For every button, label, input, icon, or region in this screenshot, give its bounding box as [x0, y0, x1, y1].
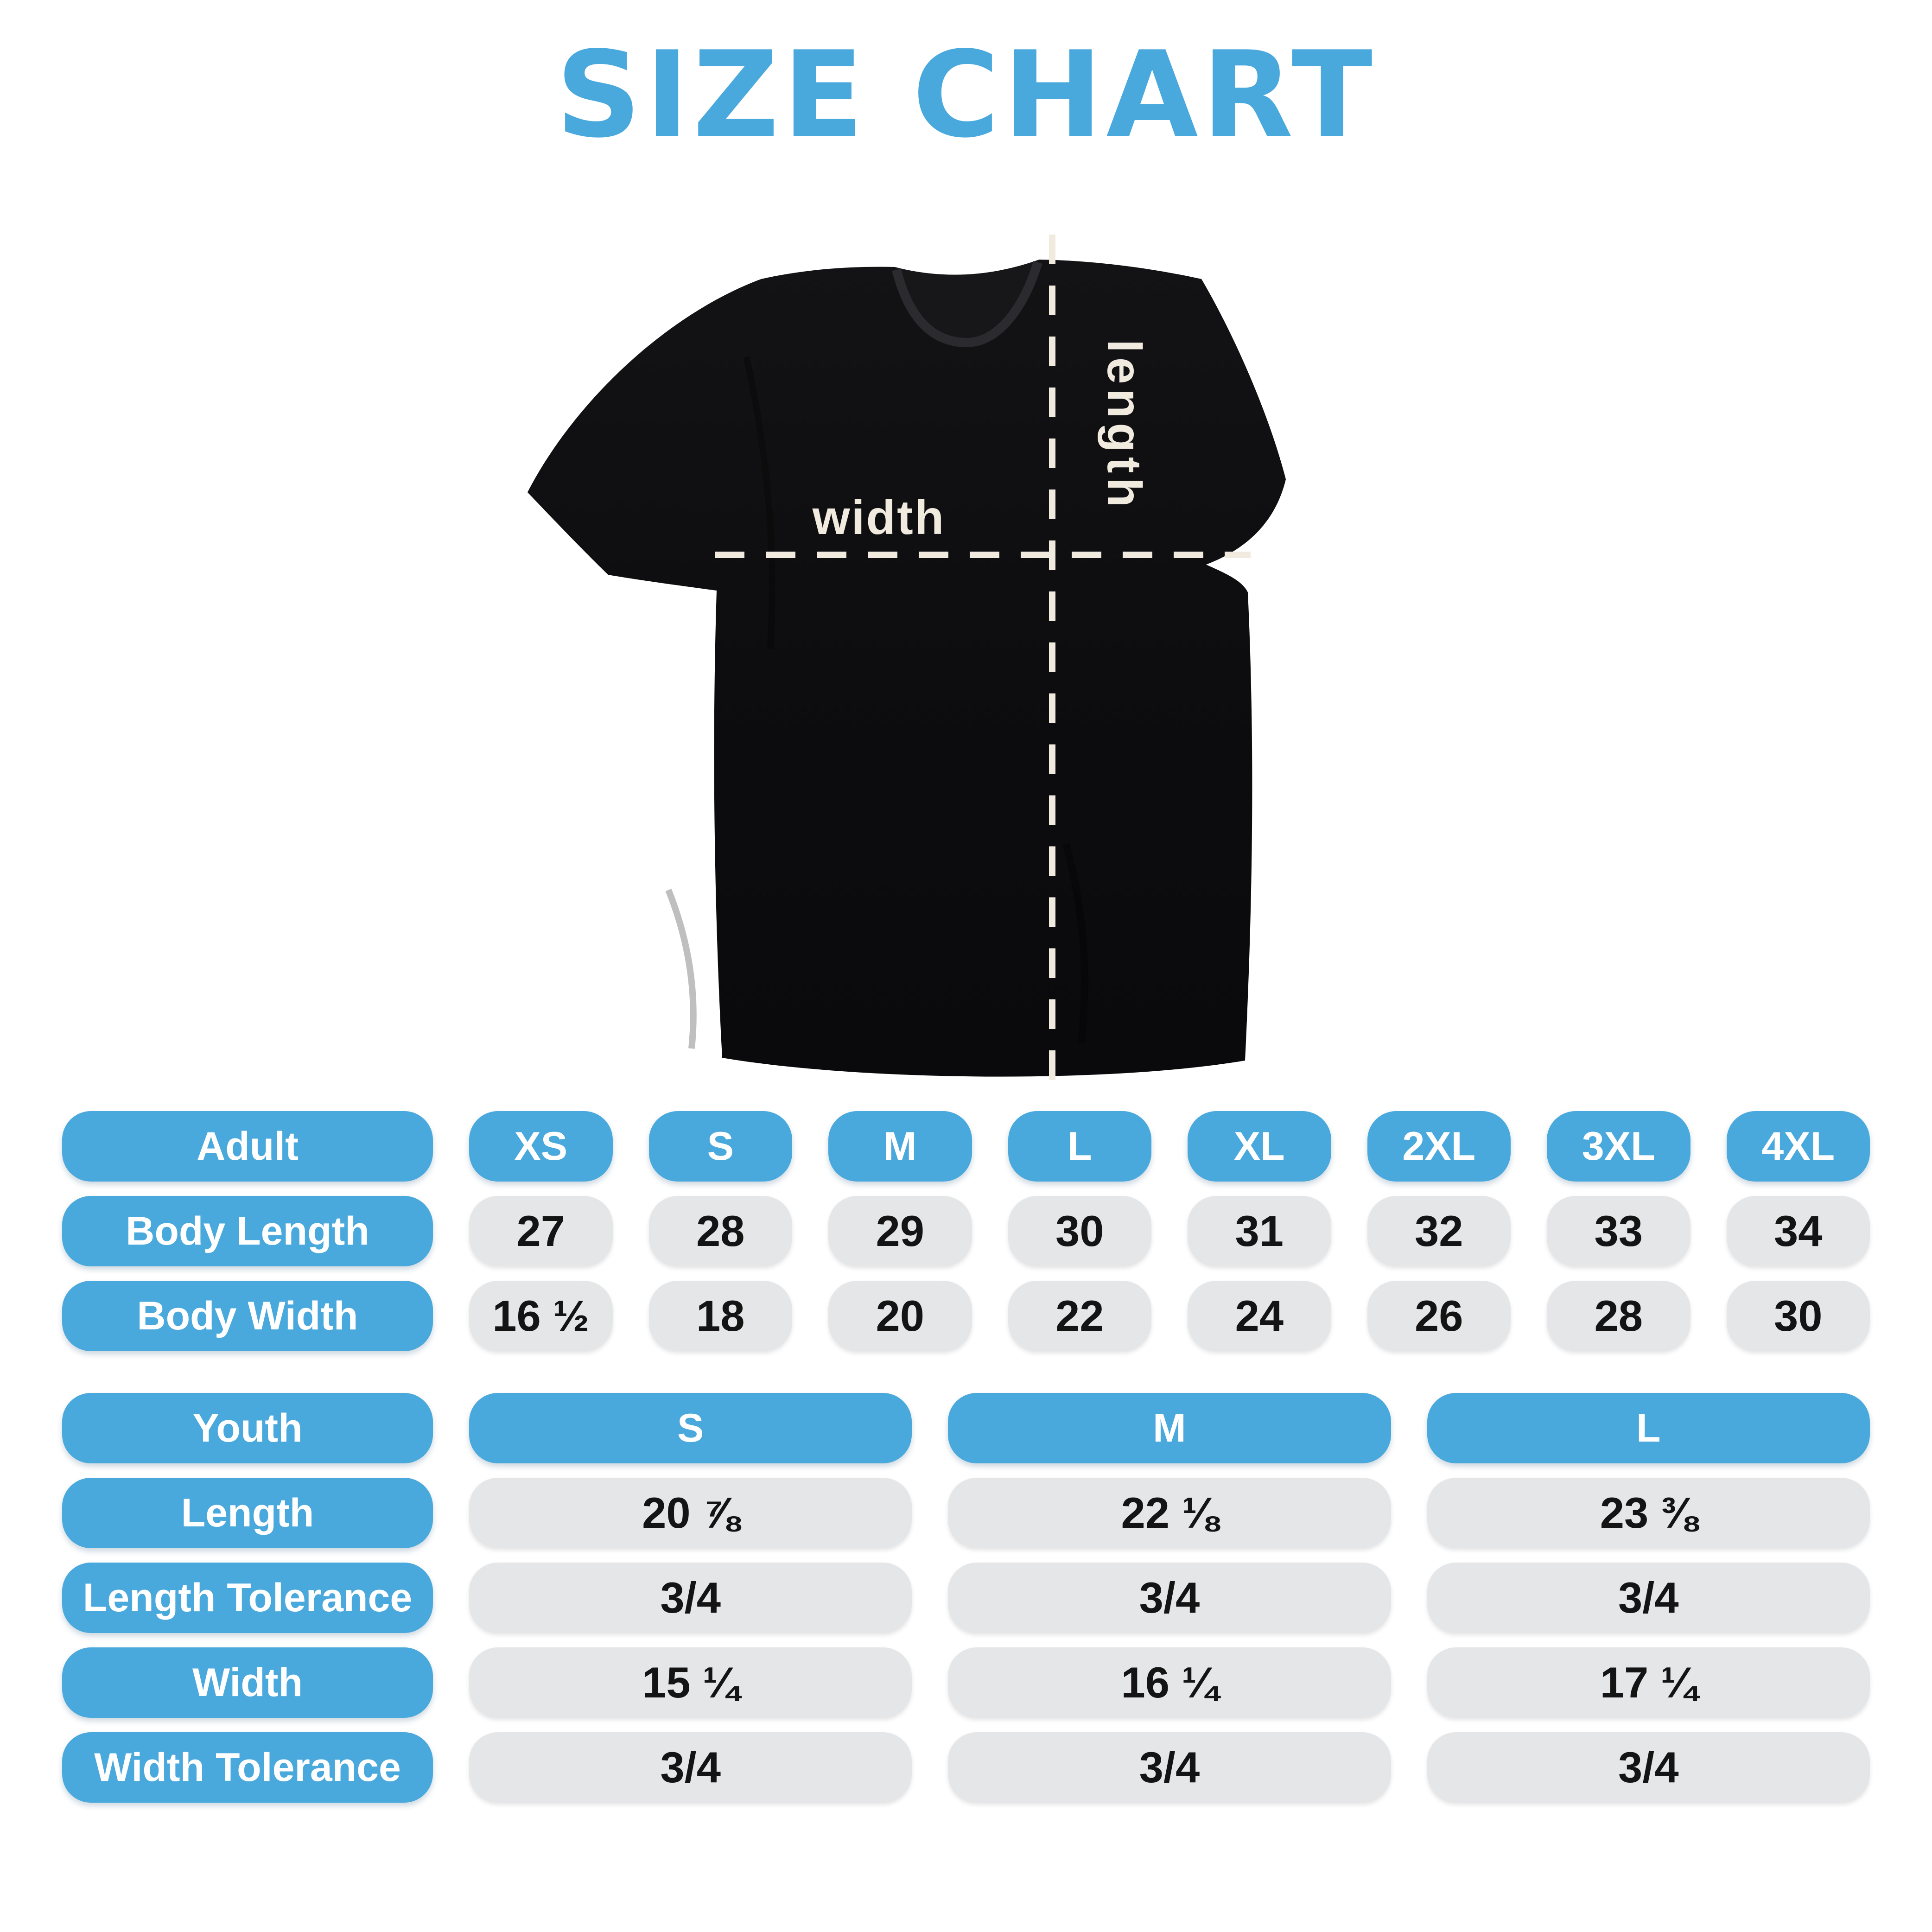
size-xs-cell: XS — [469, 1111, 613, 1182]
value-cell: 31 — [1188, 1196, 1331, 1266]
value-cell: 17 ¼ — [1427, 1647, 1870, 1718]
value-cell: 3/4 — [1427, 1732, 1870, 1803]
body-length-row: Body Length 27 28 29 30 31 32 33 34 — [62, 1196, 1870, 1266]
adult-header-cell: Adult — [62, 1111, 433, 1182]
adult-header-row: Adult XS S M L XL 2XL 3XL 4XL — [62, 1111, 1870, 1182]
value-cell: 29 — [828, 1196, 972, 1266]
value-cell: 22 ⅛ — [948, 1478, 1391, 1548]
value-cell: 3/4 — [948, 1563, 1391, 1633]
value-cell: 33 — [1547, 1196, 1690, 1266]
value-cell: 3/4 — [948, 1732, 1391, 1803]
row-label-cell: Body Length — [62, 1196, 433, 1266]
width-label: width — [812, 491, 945, 545]
wrinkle-line — [743, 356, 775, 649]
value-cell: 34 — [1726, 1196, 1870, 1266]
wrinkle-line — [665, 889, 697, 1049]
tshirt-measurement-diagram: width length — [527, 235, 1286, 1087]
value-cell: 3/4 — [469, 1563, 912, 1633]
youth-header-row: Youth S M L — [62, 1393, 1870, 1463]
youth-header-cell: Youth — [62, 1393, 433, 1463]
tshirt-silhouette — [527, 260, 1286, 1077]
page-title: SIZE CHART — [556, 26, 1376, 164]
size-2xl-cell: 2XL — [1367, 1111, 1511, 1182]
row-label-cell: Width — [62, 1647, 433, 1718]
value-cell: 28 — [1547, 1281, 1690, 1351]
youth-size-table: Youth S M L Length 20 ⅞ 22 ⅛ 23 ⅜ Length… — [62, 1393, 1870, 1817]
value-cell: 26 — [1367, 1281, 1511, 1351]
row-label-cell: Width Tolerance — [62, 1732, 433, 1803]
value-cell: 3/4 — [1427, 1563, 1870, 1633]
tshirt-collar-band — [892, 261, 1042, 348]
value-cell: 16 ½ — [469, 1281, 613, 1351]
value-cell: 22 — [1008, 1281, 1151, 1351]
row-label-cell: Length Tolerance — [62, 1563, 433, 1633]
row-label-cell: Length — [62, 1478, 433, 1548]
value-cell: 30 — [1726, 1281, 1870, 1351]
youth-length-tolerance-row: Length Tolerance 3/4 3/4 3/4 — [62, 1563, 1870, 1633]
length-label: length — [1097, 339, 1151, 512]
youth-width-row: Width 15 ¼ 16 ¼ 17 ¼ — [62, 1647, 1870, 1718]
value-cell: 20 ⅞ — [469, 1478, 912, 1548]
size-4xl-cell: 4XL — [1726, 1111, 1870, 1182]
youth-size-m-cell: M — [948, 1393, 1391, 1463]
adult-size-table: Adult XS S M L XL 2XL 3XL 4XL Body Lengt… — [62, 1111, 1870, 1366]
value-cell: 28 — [648, 1196, 792, 1266]
wrinkle-line — [1062, 842, 1088, 1043]
size-s-cell: S — [648, 1111, 792, 1182]
youth-size-l-cell: L — [1427, 1393, 1870, 1463]
youth-width-tolerance-row: Width Tolerance 3/4 3/4 3/4 — [62, 1732, 1870, 1803]
row-label-cell: Body Width — [62, 1281, 433, 1351]
body-width-row: Body Width 16 ½ 18 20 22 24 26 28 30 — [62, 1281, 1870, 1351]
value-cell: 23 ⅜ — [1427, 1478, 1870, 1548]
youth-size-s-cell: S — [469, 1393, 912, 1463]
value-cell: 15 ¼ — [469, 1647, 912, 1718]
value-cell: 32 — [1367, 1196, 1511, 1266]
value-cell: 16 ¼ — [948, 1647, 1391, 1718]
youth-length-row: Length 20 ⅞ 22 ⅛ 23 ⅜ — [62, 1478, 1870, 1548]
value-cell: 18 — [648, 1281, 792, 1351]
size-xl-cell: XL — [1188, 1111, 1331, 1182]
value-cell: 3/4 — [469, 1732, 912, 1803]
size-3xl-cell: 3XL — [1547, 1111, 1690, 1182]
size-m-cell: M — [828, 1111, 972, 1182]
value-cell: 20 — [828, 1281, 972, 1351]
size-l-cell: L — [1008, 1111, 1151, 1182]
value-cell: 27 — [469, 1196, 613, 1266]
value-cell: 30 — [1008, 1196, 1151, 1266]
value-cell: 24 — [1188, 1281, 1331, 1351]
